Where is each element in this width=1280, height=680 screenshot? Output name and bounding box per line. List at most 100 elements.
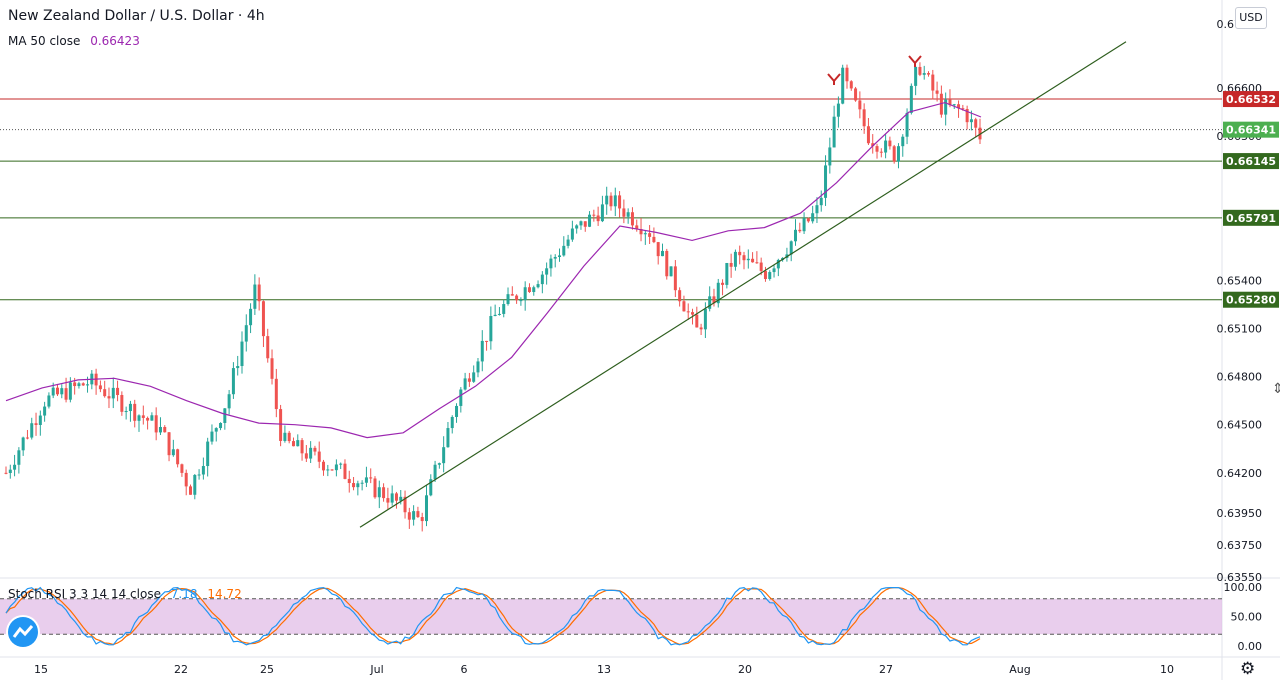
candle-body — [712, 296, 716, 304]
candle-body — [639, 229, 643, 235]
candle-body — [103, 389, 107, 397]
candle-body — [253, 284, 257, 309]
candle-body — [407, 512, 411, 520]
candle-body — [626, 212, 630, 217]
candle-body — [575, 225, 579, 229]
date-tick-label: 13 — [597, 663, 611, 676]
candle-body — [416, 511, 420, 518]
candle-body — [545, 268, 549, 275]
candle-body — [137, 415, 141, 421]
candle-body — [523, 287, 527, 301]
candle-body — [673, 266, 677, 291]
currency-button[interactable]: USD — [1235, 7, 1267, 29]
candle-body — [38, 415, 42, 425]
candle-body — [793, 229, 797, 242]
resize-handle-icon[interactable]: ⇕ — [1272, 381, 1280, 397]
candle-body — [369, 477, 373, 479]
candlestick-series — [4, 62, 982, 532]
candle-body — [836, 103, 840, 117]
candle-body — [189, 486, 193, 495]
candle-body — [34, 423, 38, 425]
candle-body — [776, 259, 780, 269]
candle-body — [420, 517, 424, 522]
gear-icon[interactable]: ⚙ — [1240, 659, 1256, 679]
symbol-legend: New Zealand Dollar / U.S. Dollar · 4h — [8, 8, 265, 24]
candle-body — [141, 415, 145, 418]
candle-body — [849, 81, 853, 89]
candle-body — [815, 205, 819, 214]
candle-body — [201, 466, 205, 475]
current-price-label: 0.66341 — [1226, 124, 1276, 137]
candle-body — [888, 140, 892, 147]
candle-body — [154, 415, 158, 433]
price-labels: 0.66532 0.66145 0.65791 0.65280 0.66341 — [1223, 91, 1279, 308]
candle-body — [952, 104, 956, 106]
candle-body — [618, 195, 622, 209]
level-label: 0.65791 — [1226, 212, 1276, 225]
candle-body — [326, 469, 330, 471]
level-label: 0.66532 — [1226, 93, 1276, 106]
candle-body — [283, 432, 287, 441]
candle-body — [472, 372, 476, 382]
candle-body — [570, 228, 574, 240]
candle-body — [270, 358, 274, 379]
candle-body — [768, 272, 772, 279]
candle-body — [399, 496, 403, 501]
candle-body — [832, 116, 836, 148]
stoch-rsi-pane — [0, 586, 1222, 646]
price-tick-label: 0.64500 — [1217, 419, 1263, 432]
candle-body — [8, 469, 12, 474]
candle-body — [356, 483, 360, 488]
candle-body — [158, 427, 162, 433]
candle-body — [733, 251, 737, 267]
candle-body — [759, 262, 763, 271]
candle-body — [313, 447, 317, 452]
date-tick-label: 10 — [1160, 663, 1174, 676]
candle-body — [553, 256, 557, 259]
candle-body — [566, 239, 570, 246]
candle-body — [935, 90, 939, 94]
candle-body — [871, 143, 875, 147]
date-tick-label: 25 — [260, 663, 274, 676]
candle-body — [489, 316, 493, 342]
stoch-k-value: 7.18 — [170, 587, 198, 601]
candle-body — [51, 387, 55, 396]
candle-body — [527, 287, 531, 293]
candle-body — [64, 388, 68, 400]
candle-body — [802, 218, 806, 232]
candle-body — [116, 387, 120, 396]
candle-body — [656, 242, 660, 257]
candle-body — [751, 258, 755, 263]
candle-body — [622, 208, 626, 217]
trend-line[interactable] — [359, 41, 1127, 528]
candle-body — [120, 395, 124, 412]
candle-body — [81, 383, 85, 386]
candle-body — [98, 385, 102, 390]
candle-body — [382, 487, 386, 499]
candle-body — [948, 99, 952, 106]
ma-legend: MA 50 close 0.66423 — [8, 34, 140, 48]
stoch-legend: Stoch RSI 3 3 14 14 close 7.18 14.72 — [8, 587, 242, 601]
date-tick-label: 27 — [879, 663, 893, 676]
candle-body — [957, 104, 961, 109]
current-price-bg — [1223, 121, 1279, 138]
candle-body — [394, 493, 398, 501]
candle-body — [978, 127, 982, 140]
date-tick-label: Aug — [1009, 663, 1030, 676]
candle-body — [669, 266, 673, 277]
level-label: 0.66145 — [1226, 155, 1276, 168]
price-tick-label: 0.65100 — [1217, 323, 1263, 336]
candle-body — [738, 251, 742, 256]
candle-body — [510, 294, 514, 296]
candle-body — [296, 440, 300, 447]
candle-body — [721, 282, 725, 285]
candle-body — [819, 197, 823, 206]
candle-body — [403, 496, 407, 513]
candle-body — [686, 311, 690, 313]
price-tick-label: 0.63550 — [1217, 571, 1263, 584]
candle-body — [240, 341, 244, 367]
candle-body — [21, 437, 25, 451]
tradingview-logo-icon[interactable] — [8, 617, 38, 647]
level-label: 0.65280 — [1226, 294, 1276, 307]
